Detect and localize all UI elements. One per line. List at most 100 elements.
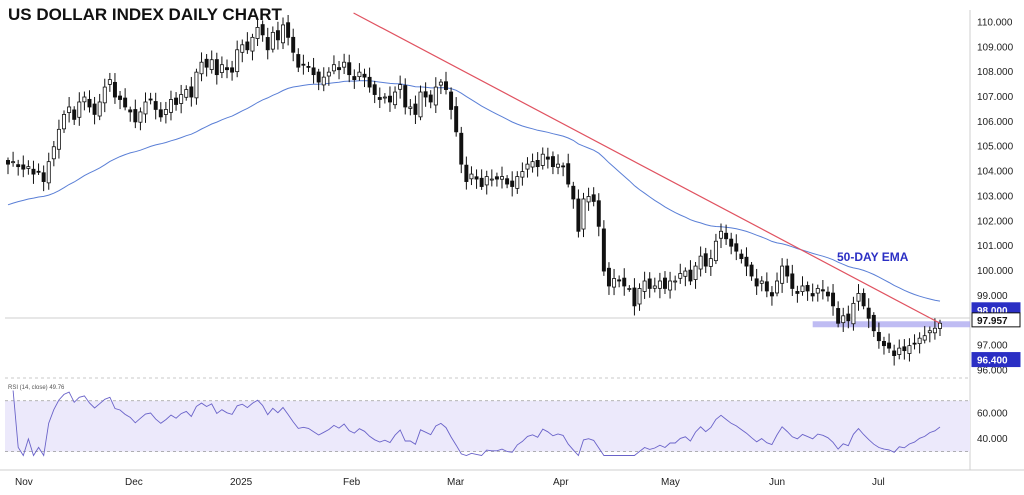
candle xyxy=(596,193,601,237)
price-tick-label: 99.000 xyxy=(977,291,1008,302)
candle xyxy=(556,154,561,175)
candle xyxy=(143,92,148,123)
candle xyxy=(306,61,311,73)
candle xyxy=(622,268,627,296)
candle xyxy=(97,93,102,121)
time-tick-label: 2025 xyxy=(230,477,253,488)
candle xyxy=(112,73,117,104)
time-tick-label: Feb xyxy=(343,477,361,488)
price-tick-label: 105.000 xyxy=(977,142,1014,153)
time-tick-label: May xyxy=(661,477,680,488)
price-tick-label: 108.000 xyxy=(977,67,1014,78)
candle xyxy=(841,307,846,332)
candle xyxy=(291,28,296,62)
candle xyxy=(780,258,785,293)
candle xyxy=(586,187,591,211)
candle xyxy=(347,54,352,83)
candle xyxy=(550,151,555,175)
candle xyxy=(759,276,764,292)
candle xyxy=(438,79,443,95)
candle xyxy=(749,261,754,281)
candle xyxy=(866,298,871,329)
candle xyxy=(11,151,16,167)
candle xyxy=(887,333,892,354)
candle xyxy=(209,50,214,74)
candle xyxy=(219,56,224,79)
candle xyxy=(489,169,494,187)
candle xyxy=(581,192,586,238)
rsi-label: RSI (14, close) 49.76 xyxy=(8,385,65,391)
candle xyxy=(907,338,912,362)
candle xyxy=(856,284,861,311)
candle xyxy=(698,246,703,277)
candle xyxy=(601,220,606,276)
candle xyxy=(617,275,622,288)
candle xyxy=(530,153,535,173)
candle xyxy=(260,20,265,42)
candle xyxy=(459,126,464,174)
candle xyxy=(719,223,723,249)
candle xyxy=(520,162,525,186)
candle xyxy=(535,152,540,177)
candle xyxy=(790,264,795,296)
candle xyxy=(775,272,780,297)
candle xyxy=(398,75,403,99)
candle xyxy=(673,275,678,291)
candle xyxy=(6,157,10,175)
candle xyxy=(337,60,342,80)
candle xyxy=(67,97,72,123)
candle xyxy=(836,301,841,328)
chart-title: US DOLLAR INDEX DAILY CHART xyxy=(8,5,283,24)
candle xyxy=(133,99,138,129)
price-tick-label: 110.000 xyxy=(977,17,1013,28)
time-tick-label: Dec xyxy=(125,477,143,488)
candle xyxy=(474,169,479,189)
candle xyxy=(713,233,718,265)
time-tick-label: Mar xyxy=(447,477,465,488)
candle xyxy=(184,85,189,101)
candle xyxy=(235,40,240,78)
rsi-tick-label: 60.000 xyxy=(977,408,1008,419)
candle xyxy=(250,33,255,61)
price-tick-label: 106.000 xyxy=(977,117,1014,128)
candle xyxy=(413,95,418,124)
candle xyxy=(255,17,260,46)
candle xyxy=(270,26,275,53)
candle xyxy=(800,276,805,296)
candle xyxy=(657,272,662,299)
candle xyxy=(785,258,790,283)
candle xyxy=(311,57,316,84)
candle xyxy=(179,84,184,114)
candle xyxy=(764,272,769,298)
rsi-band xyxy=(5,400,970,452)
candle xyxy=(652,277,657,293)
candle xyxy=(286,14,291,46)
candle xyxy=(168,90,173,121)
candle xyxy=(917,332,922,354)
candle xyxy=(214,52,219,85)
candle xyxy=(423,82,428,107)
candle xyxy=(199,52,204,82)
candle xyxy=(316,68,321,91)
candle xyxy=(515,171,520,194)
candle xyxy=(479,169,484,190)
svg-text:97.957: 97.957 xyxy=(977,316,1008,327)
candle xyxy=(510,171,515,197)
svg-text:96.400: 96.400 xyxy=(977,356,1008,367)
candle xyxy=(352,69,357,89)
candle xyxy=(281,17,285,50)
candle xyxy=(494,172,499,187)
candle xyxy=(892,344,897,366)
price-tick-label: 103.000 xyxy=(977,191,1014,202)
candle xyxy=(769,286,774,306)
candle xyxy=(275,21,280,50)
candle xyxy=(525,157,530,178)
candle xyxy=(729,232,734,255)
candle xyxy=(31,160,36,184)
rsi-line xyxy=(12,390,941,457)
candle xyxy=(612,268,617,296)
candle xyxy=(163,101,168,124)
price-tick-label: 96.000 xyxy=(977,366,1008,377)
candle xyxy=(123,88,128,111)
